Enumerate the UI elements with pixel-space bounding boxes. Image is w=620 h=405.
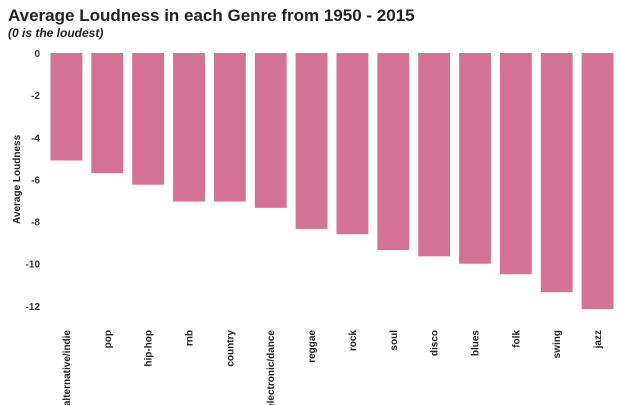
x-tick-label: country [225,330,236,367]
y-tick-label: -2 [31,91,40,102]
x-tick-label: soul [389,330,400,351]
x-axis-labels: alternative/indie pop hip-hop rnb country ele… [62,330,604,405]
x-tick-label: folk [511,330,522,348]
bar-country[interactable] [213,53,246,202]
bar-hip-hop[interactable] [132,53,165,185]
x-tick-label: swing [552,330,563,358]
x-tick-label: rock [348,330,359,352]
y-tick-label: -12 [26,302,41,313]
bar-pop[interactable] [91,53,124,174]
x-tick-label: pop [103,330,114,348]
x-tick-label: disco [430,330,441,356]
bar-disco[interactable] [418,53,451,257]
y-tick-label: -4 [31,133,40,144]
chart-title: Average Loudness in each Genre from 1950… [8,6,415,25]
chart-subtitle: (0 is the loudest) [8,26,104,40]
x-tick-label: hip-hop [144,330,155,367]
bar-jazz[interactable] [581,53,614,309]
bar-swing[interactable] [540,53,573,293]
bar-electronic-dance[interactable] [254,53,287,208]
bar-rnb[interactable] [173,53,205,202]
y-tick-label: -8 [31,218,40,229]
x-tick-label: alternative/indie [62,330,73,405]
y-axis-title: Average Loudness [12,134,23,224]
y-tick-label: -10 [26,260,41,271]
bar-rock[interactable] [336,53,369,235]
x-tick-label: reggae [307,330,318,363]
bar-reggae[interactable] [295,53,328,229]
bar-soul[interactable] [377,53,410,250]
bar-blues[interactable] [459,53,491,264]
bars [50,53,614,309]
x-tick-label: electronic/dance [266,330,277,405]
x-tick-label: blues [471,330,482,357]
y-tick-label: -6 [31,175,40,186]
x-tick-label: jazz [593,330,604,349]
bar-alternative-indie[interactable] [50,53,83,161]
bar-folk[interactable] [499,53,532,275]
y-tick-label: 0 [34,49,40,60]
y-axis-ticks: 0 -2 -4 -6 -8 -10 -12 [26,49,41,313]
x-tick-label: rnb [185,330,196,346]
